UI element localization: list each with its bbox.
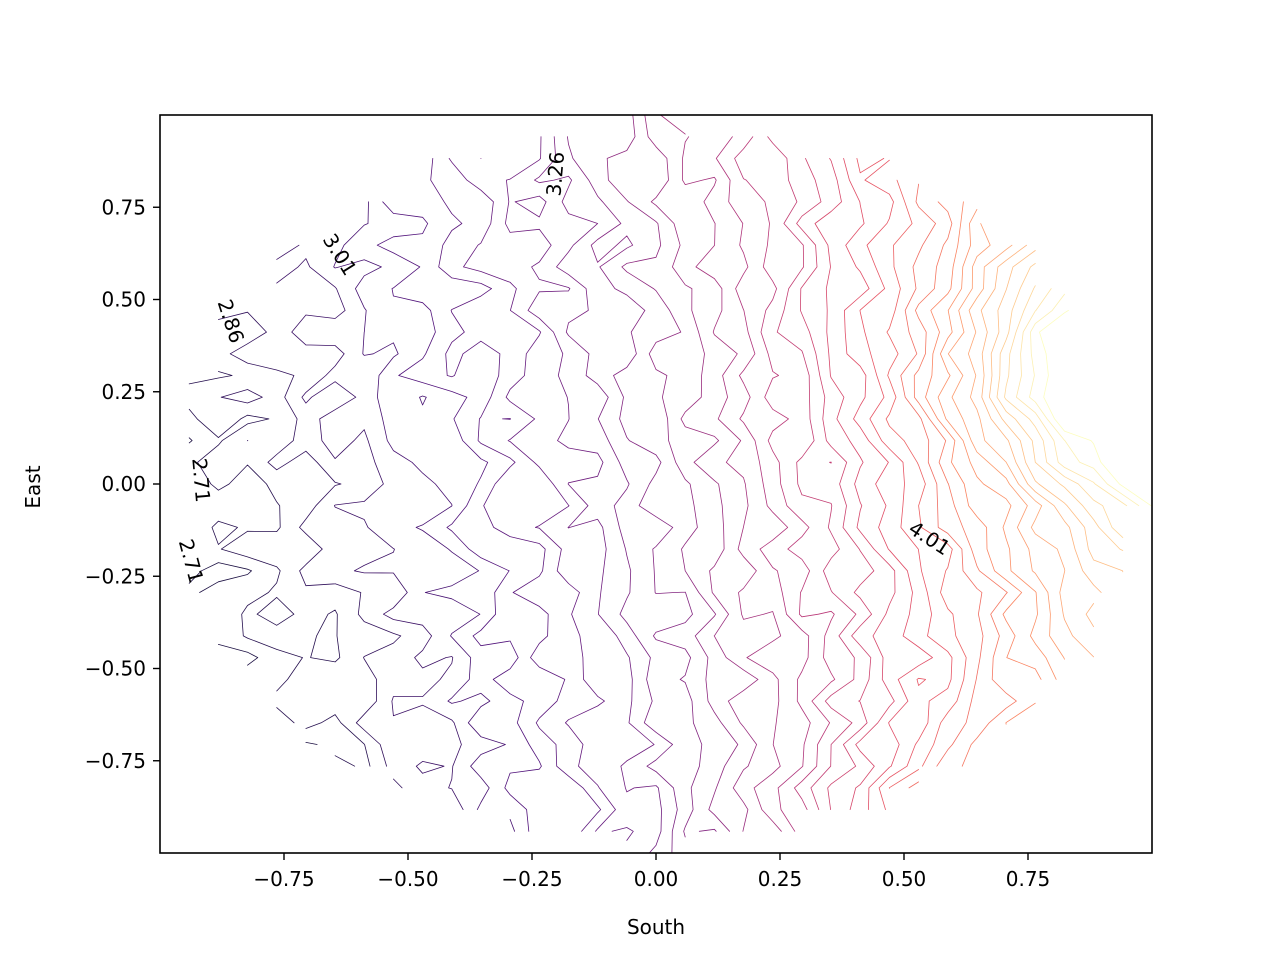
x-tick-label: −0.75 [253,867,314,891]
y-tick-label: −0.75 [85,749,146,773]
contour-level-line [843,158,933,810]
contour-level-line [856,158,953,810]
x-tick-label: 0.50 [882,867,927,891]
contour-level-line [567,136,717,838]
contour-level-line [885,179,967,789]
y-tick-label: −0.50 [85,657,146,681]
x-tick-label: 0.25 [758,867,803,891]
y-tick-label: 0.25 [101,380,146,404]
contour-level-line [814,158,896,810]
contour-label: 2.71 [187,457,215,503]
x-axis-ticks: −0.75 −0.50 −0.25 0.00 0.25 0.50 0.75 [253,853,1050,891]
contour-level-line [376,201,542,832]
contour-level-line [734,136,836,810]
y-axis-ticks: 0.75 0.50 0.25 0.00 −0.25 −0.50 −0.75 [85,195,160,773]
contour-label: 3.26 [541,151,569,197]
contour-level-line [715,136,811,832]
y-tick-label: 0.75 [101,195,146,219]
contour-level-line [1016,288,1128,507]
contour-level-line [188,437,318,745]
contour-level-line [937,209,1057,680]
contour-lines [188,115,1152,853]
contour-level-line [980,244,1102,628]
contour-level-line [1039,310,1152,507]
contour-level-line [925,201,1042,725]
y-tick-label: −0.25 [85,564,146,588]
contour-level-line [448,158,634,841]
x-tick-label: −0.50 [377,867,438,891]
y-tick-label: 0.50 [101,288,146,312]
x-axis-label: South [627,915,685,939]
contour-level-line [480,136,662,853]
x-tick-label: 0.00 [634,867,679,891]
contour-level-line [333,201,515,832]
y-tick-label: 0.00 [101,472,146,496]
contour-level-line [534,136,678,853]
contour-level-line [900,183,984,789]
contour-level-line [996,263,1124,551]
contour-level-line [947,223,1065,660]
x-tick-label: 0.75 [1006,867,1051,891]
contour-level-line [968,244,1094,658]
contour-level-line [989,250,1124,573]
contour-level-line [1004,285,1124,538]
contour-level-line [1029,293,1140,507]
contour-level-line [767,136,857,810]
contour-level-line [660,115,782,832]
contour-level-line [606,115,739,832]
x-tick-label: −0.25 [501,867,562,891]
contour-level-line [276,244,464,810]
contour-level-line [430,158,602,832]
y-axis-label: East [21,465,45,508]
contour-level-line [796,158,875,810]
contour-level-line [188,371,371,767]
contour-level-line [218,311,403,789]
contour-level-line [913,201,1017,767]
contour-level-line [644,115,759,832]
